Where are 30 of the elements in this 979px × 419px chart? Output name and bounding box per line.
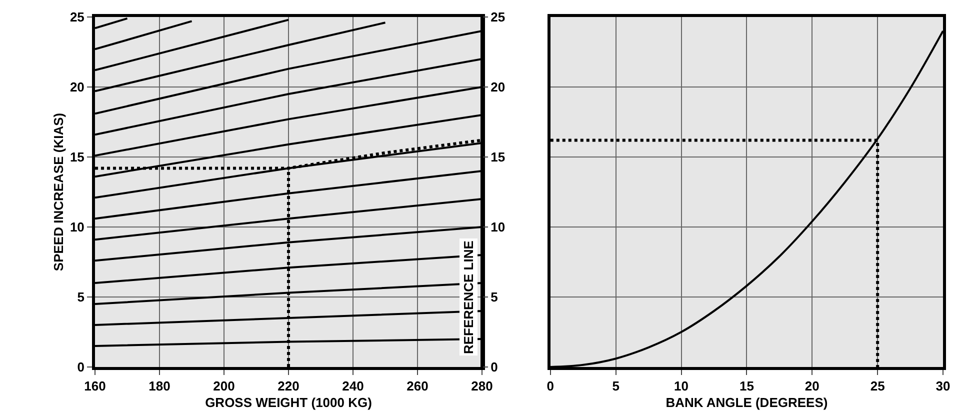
y-tick-label: 5 (77, 290, 84, 305)
x-tick-label: 25 (870, 378, 885, 394)
ref-line-label: REFERENCE LINE (461, 240, 476, 354)
x-tick-label: 280 (471, 378, 493, 394)
x-axis-title: BANK ANGLE (DEGREES) (666, 395, 828, 410)
x-tick-label: 160 (84, 378, 106, 394)
x-tick-label: 180 (148, 378, 170, 394)
x-tick-label: 5 (612, 378, 620, 394)
y2-tick-label: 0 (490, 360, 498, 375)
y-tick-label: 20 (70, 80, 84, 95)
x-tick-label: 10 (674, 378, 689, 394)
y-tick-label: 10 (70, 220, 84, 235)
y2-tick-label: 10 (490, 220, 506, 235)
y-axis-title: SPEED INCREASE (KIAS) (50, 112, 66, 272)
y2-tick-label: 15 (490, 150, 506, 165)
x-tick-label: 260 (406, 378, 428, 394)
y2-tick-label: 5 (490, 290, 498, 305)
y-tick-label: 0 (77, 360, 84, 375)
x-tick-label: 240 (342, 378, 364, 394)
x-tick-label: 0 (546, 378, 554, 394)
x-tick-label: 15 (739, 378, 754, 394)
x-tick-label: 200 (213, 378, 235, 394)
y-tick-label: 25 (70, 10, 84, 25)
x-tick-label: 30 (936, 378, 950, 394)
x-axis-title: GROSS WEIGHT (1000 KG) (205, 395, 372, 410)
y2-tick-label: 25 (490, 10, 506, 25)
y-tick-label: 15 (70, 150, 84, 165)
x-tick-label: 20 (804, 378, 820, 394)
y2-tick-label: 20 (490, 80, 506, 95)
x-tick-label: 220 (278, 378, 300, 394)
